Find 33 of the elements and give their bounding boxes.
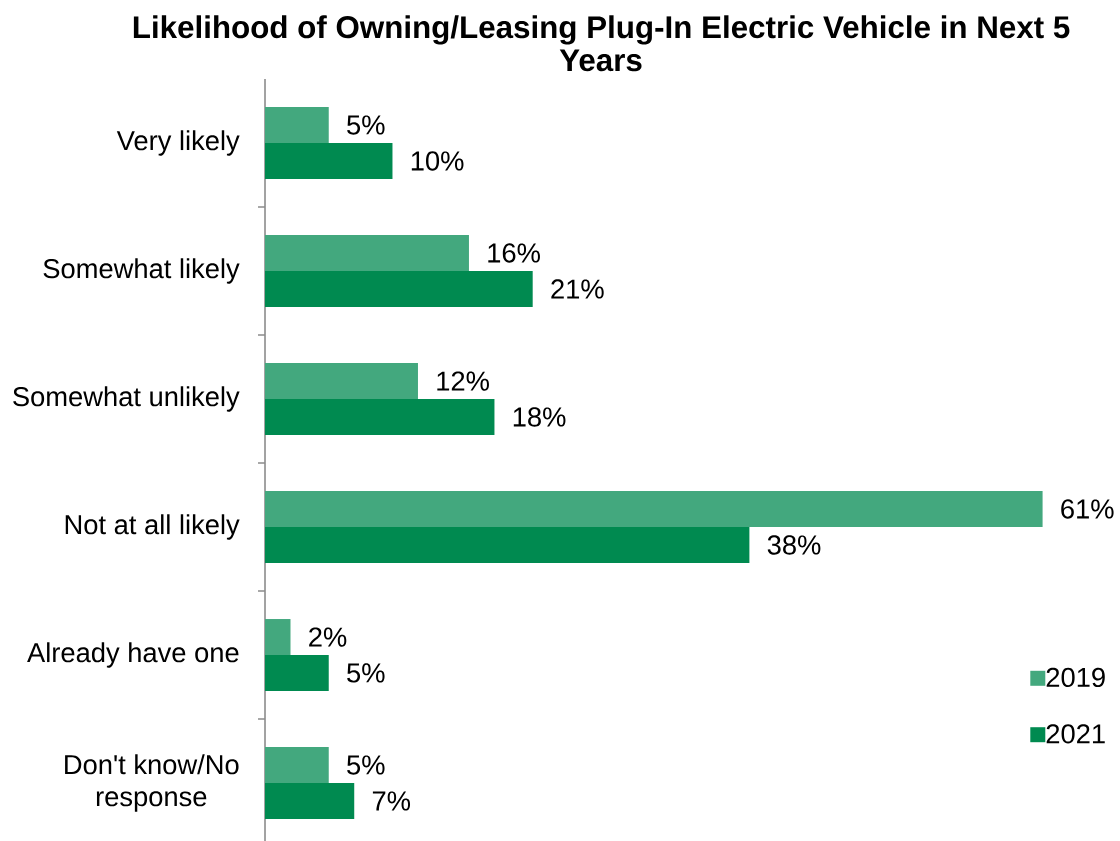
data-label: 5% <box>347 663 385 683</box>
data-label: 18% <box>513 407 566 427</box>
bar <box>265 399 495 435</box>
legend-label: 2021 <box>1046 724 1105 744</box>
data-label: 5% <box>347 115 385 135</box>
bar <box>265 619 291 655</box>
data-label: 7% <box>372 791 411 811</box>
bar <box>265 655 329 691</box>
data-label: 38% <box>767 535 821 555</box>
data-label: 10% <box>411 151 464 171</box>
data-label: 2% <box>309 627 347 647</box>
legend-label: 2019 <box>1046 667 1105 688</box>
bar <box>265 270 533 307</box>
data-label: 5% <box>347 755 385 775</box>
bar <box>265 747 329 783</box>
bar <box>265 526 750 563</box>
bar <box>265 107 329 143</box>
data-label: 16% <box>488 243 540 263</box>
bar <box>265 363 418 399</box>
bar <box>265 491 1043 527</box>
data-label: 21% <box>551 279 604 299</box>
y-tick-label: Not at all likely <box>65 514 240 540</box>
bar <box>265 235 469 271</box>
y-tick-label: Don't know/No response <box>65 754 239 812</box>
chart-title: Likelihood of Owning/Leasing Plug-In Electric Vehicle in Next 5 Years <box>133 15 1070 72</box>
y-tick-label: Somewhat unlikely <box>13 386 240 412</box>
bar <box>265 142 393 179</box>
y-tick-label: Very likely <box>116 130 240 156</box>
y-tick-label: Already have one <box>27 642 239 668</box>
bar <box>265 783 355 819</box>
y-tick-label: Somewhat likely <box>43 258 240 284</box>
data-label: 12% <box>437 371 489 391</box>
data-label: 61% <box>1061 499 1114 519</box>
